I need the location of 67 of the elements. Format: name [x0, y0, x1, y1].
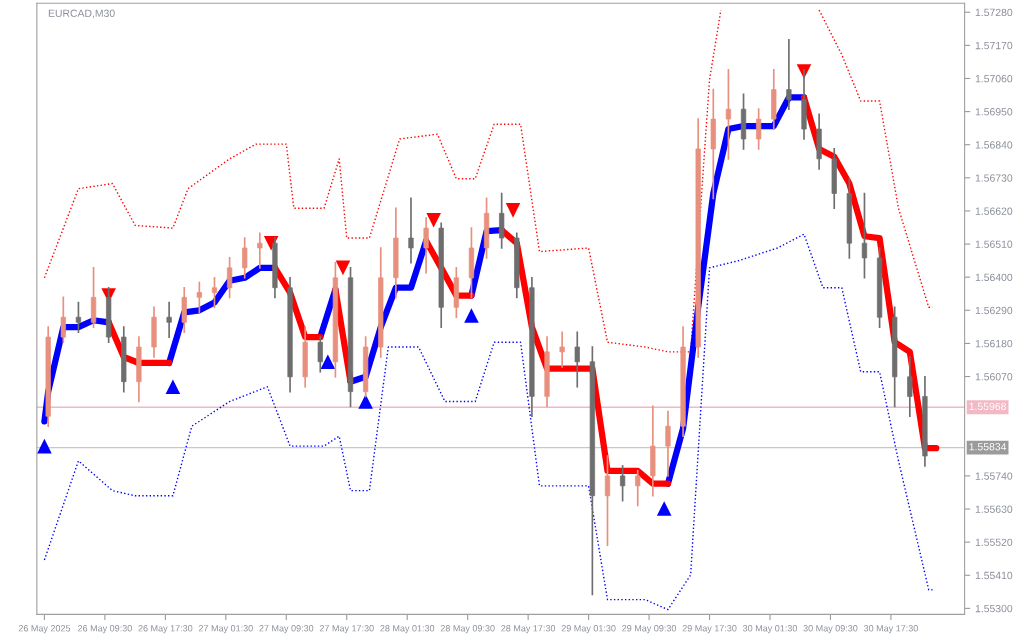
y-tick-label: 1.57280 — [975, 8, 1013, 17]
y-tick-label: 1.55300 — [975, 604, 1013, 613]
point — [505, 203, 521, 218]
point — [165, 379, 181, 395]
candlestick — [211, 276, 218, 309]
candlestick — [786, 39, 792, 111]
ref-line-label: 1.55968 — [969, 402, 1006, 411]
candlestick — [861, 192, 868, 279]
y-tick-label: 1.56730 — [975, 174, 1013, 182]
candlestick — [75, 301, 82, 334]
x-tick-label: 28 May 09:30 — [440, 625, 495, 634]
candlestick — [317, 336, 323, 373]
candlestick — [196, 281, 202, 314]
candlestick — [60, 296, 66, 344]
x-tick-label: 27 May 01:30 — [198, 625, 253, 634]
point — [464, 308, 479, 323]
y-tick-label: 1.56950 — [975, 108, 1013, 116]
x-tick-label: 28 May 17:30 — [501, 625, 556, 634]
point — [37, 438, 52, 454]
y-tick-label: 1.57060 — [975, 74, 1013, 83]
x-tick-label: 26 May 2025 — [18, 625, 71, 634]
y-tick-label: 1.55410 — [975, 571, 1013, 580]
point — [335, 260, 351, 276]
candlestick — [907, 356, 913, 418]
candlestick — [619, 465, 626, 502]
x-tick-label: 26 May 17:30 — [138, 625, 193, 634]
x-tick-label: 29 May 17:30 — [682, 625, 737, 634]
point — [656, 501, 672, 516]
y-tick-label: 1.57170 — [975, 41, 1013, 50]
y-tick-label: 1.56400 — [975, 273, 1013, 282]
y-tick-label: 1.56840 — [975, 141, 1013, 149]
candlestick — [408, 197, 414, 264]
candlestick — [226, 257, 233, 299]
ref-line-label: 1.55834 — [969, 443, 1007, 451]
point — [358, 394, 373, 409]
y-tick-label: 1.56510 — [975, 240, 1013, 248]
candlestick — [665, 410, 671, 477]
x-tick-label: 30 May 17:30 — [863, 625, 918, 634]
point — [426, 213, 441, 228]
x-tick-label: 26 May 09:30 — [77, 625, 132, 634]
y-tick-label: 1.55630 — [975, 505, 1013, 513]
candlestick — [635, 469, 641, 507]
candlestick — [574, 331, 580, 388]
x-tick-label: 29 May 09:30 — [622, 625, 677, 634]
x-tick-label: 30 May 01:30 — [742, 625, 797, 634]
y-tick-label: 1.55740 — [975, 472, 1013, 480]
candlestick — [725, 68, 732, 160]
x-tick-label: 28 May 01:30 — [380, 625, 435, 634]
candlestick — [604, 455, 611, 546]
candlestick — [756, 108, 762, 150]
line-series — [43, 233, 934, 611]
candlestick — [242, 237, 248, 279]
y-tick-label: 1.56180 — [975, 339, 1013, 348]
x-tick-label: 27 May 17:30 — [319, 625, 374, 634]
y-tick-label: 1.56070 — [975, 373, 1013, 381]
text: EURCAD,M30 — [48, 9, 115, 19]
x-tick-label: 29 May 01:30 — [561, 625, 616, 634]
candlestick — [166, 301, 172, 338]
candlestick — [257, 232, 263, 269]
x-tick-label: 30 May 09:30 — [803, 625, 858, 634]
candlestick — [423, 217, 429, 274]
point — [320, 354, 336, 370]
candlestick — [559, 331, 565, 368]
y-tick-label: 1.56290 — [975, 306, 1013, 315]
y-tick-label: 1.56620 — [975, 207, 1013, 215]
x-tick-label: 27 May 09:30 — [259, 625, 314, 634]
y-tick-label: 1.55520 — [975, 538, 1013, 547]
